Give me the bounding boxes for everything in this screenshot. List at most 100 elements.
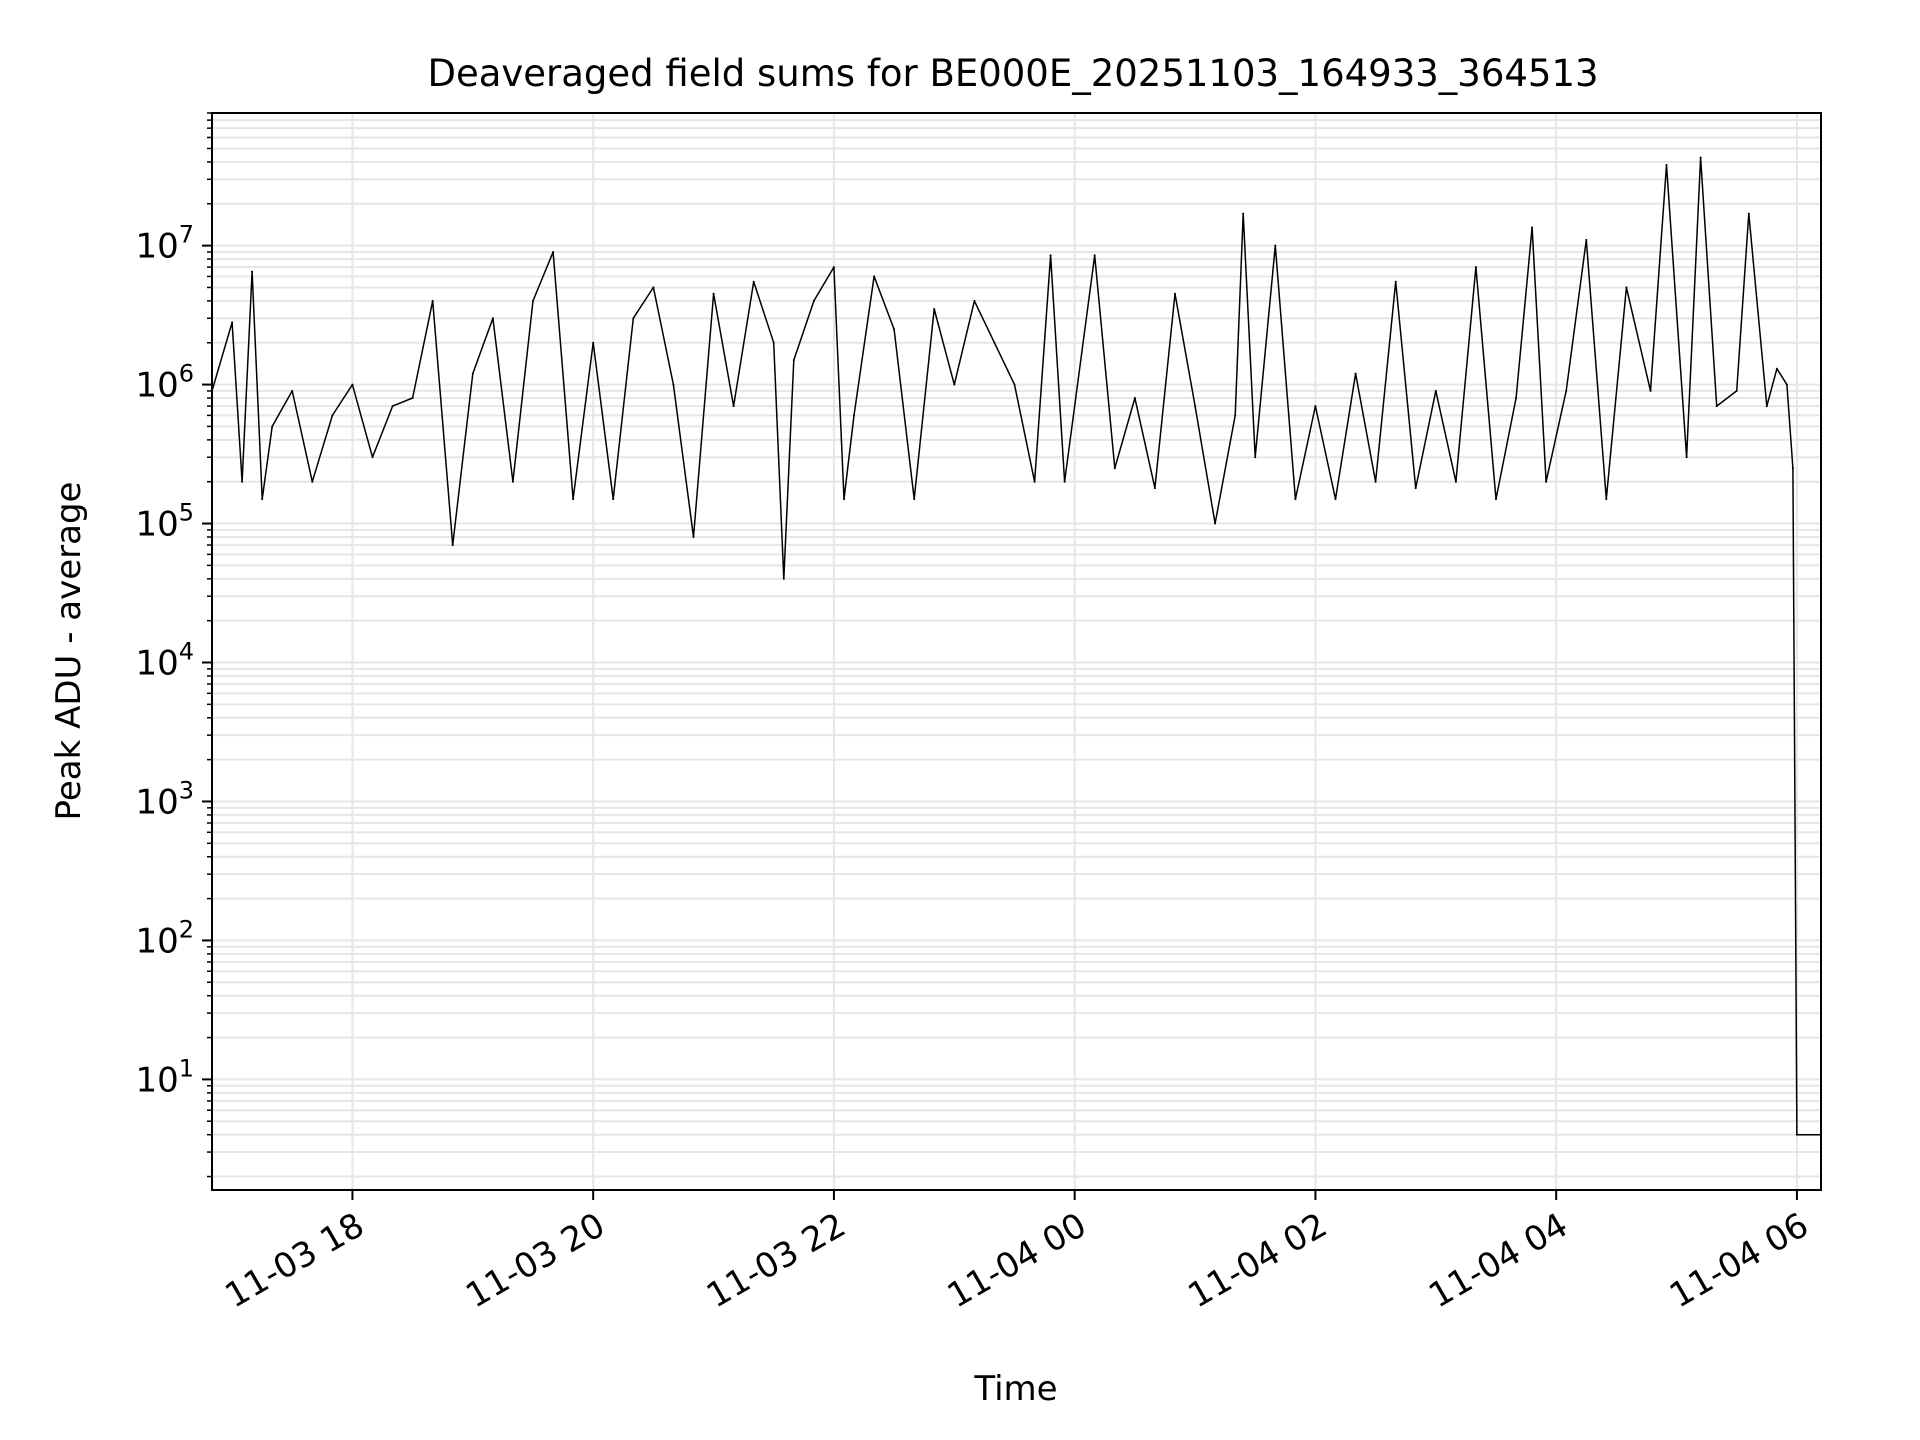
data-point — [1649, 389, 1652, 392]
data-point — [993, 341, 996, 344]
y-tick-label: 106 — [135, 360, 194, 406]
data-point — [973, 299, 976, 302]
data-point — [1625, 286, 1628, 289]
data-point — [1314, 405, 1317, 408]
data-point — [1747, 212, 1750, 215]
data-point — [1374, 480, 1377, 483]
series-group — [211, 156, 1822, 1136]
data-point — [1013, 383, 1016, 386]
data-point — [241, 480, 244, 483]
data-point — [572, 498, 575, 501]
data-point — [261, 498, 264, 501]
data-point — [1033, 480, 1036, 483]
data-point — [1795, 1133, 1798, 1136]
data-point — [933, 308, 936, 310]
data-point — [1545, 480, 1548, 483]
data-point — [271, 425, 274, 428]
data-point — [1474, 266, 1477, 269]
data-point — [1785, 383, 1788, 386]
data-point — [1434, 389, 1437, 392]
data-point — [692, 536, 695, 538]
data-point — [1685, 456, 1688, 459]
series-line — [211, 156, 1821, 1136]
x-axis-label: Time — [973, 1369, 1057, 1409]
data-point — [1354, 372, 1357, 375]
data-point — [843, 498, 845, 501]
data-point — [1214, 522, 1217, 525]
data-point — [1585, 238, 1588, 241]
data-point — [1775, 367, 1778, 370]
data-point — [1735, 389, 1738, 392]
data-point — [552, 251, 555, 253]
data-point — [1791, 467, 1794, 470]
data-point — [1133, 397, 1136, 399]
data-point — [1565, 389, 1568, 392]
y-tick-label: 102 — [135, 915, 194, 961]
data-point — [873, 275, 876, 278]
data-point — [1113, 467, 1116, 470]
data-point — [772, 341, 775, 344]
data-point — [1765, 405, 1768, 408]
data-point — [782, 577, 785, 580]
data-point — [471, 372, 474, 375]
data-point — [1093, 254, 1096, 257]
data-point — [331, 414, 334, 417]
data-point — [913, 498, 916, 501]
data-point — [592, 341, 595, 344]
data-point — [632, 317, 635, 320]
data-point — [1715, 405, 1718, 408]
data-point — [853, 414, 855, 417]
data-point — [511, 480, 514, 483]
data-point — [391, 405, 394, 408]
data-point — [491, 317, 494, 320]
data-point — [1254, 456, 1257, 459]
data-point — [1531, 226, 1534, 229]
data-point — [792, 359, 795, 362]
data-point — [953, 383, 956, 386]
data-point — [1334, 498, 1337, 501]
data-point — [311, 480, 314, 483]
data-point — [1495, 498, 1497, 501]
data-point — [1063, 480, 1066, 483]
data-point — [832, 266, 835, 269]
data-point — [1049, 254, 1052, 257]
data-point — [712, 292, 715, 295]
data-point — [893, 328, 896, 331]
data-point — [1414, 487, 1417, 490]
data-point — [431, 299, 434, 302]
data-point — [652, 286, 655, 289]
y-tick-label: 103 — [135, 776, 194, 822]
data-point — [1242, 212, 1245, 215]
y-tick-label: 104 — [135, 638, 194, 684]
data-point — [351, 383, 354, 386]
data-point — [1665, 164, 1668, 166]
plot-frame — [211, 112, 1822, 1191]
data-point — [1274, 244, 1277, 247]
data-point — [291, 389, 294, 392]
data-point — [532, 299, 534, 302]
data-point — [672, 383, 675, 386]
y-tick-label: 105 — [135, 499, 194, 545]
data-point — [612, 498, 615, 501]
y-tick-label: 107 — [135, 221, 194, 267]
data-point — [411, 397, 414, 399]
data-point — [812, 299, 815, 302]
y-axis-label: Peak ADU - average — [49, 482, 89, 821]
data-point — [752, 280, 755, 283]
y-tick-label: 101 — [135, 1054, 194, 1100]
data-point — [732, 405, 735, 408]
data-point — [1699, 156, 1702, 159]
data-point — [1174, 292, 1176, 295]
data-point — [1294, 498, 1297, 501]
data-point — [451, 544, 454, 547]
data-point — [251, 270, 254, 273]
y-axis: 101 102 103 104 105 106 107 — [135, 112, 212, 1178]
data-point — [371, 456, 374, 459]
data-point — [1153, 487, 1156, 490]
chart-title: Deaveraged field sums for BE000E_2025110… — [427, 52, 1598, 95]
data-point — [1234, 414, 1237, 417]
data-point — [1194, 405, 1197, 408]
data-point — [231, 321, 234, 324]
data-point — [1605, 498, 1608, 501]
